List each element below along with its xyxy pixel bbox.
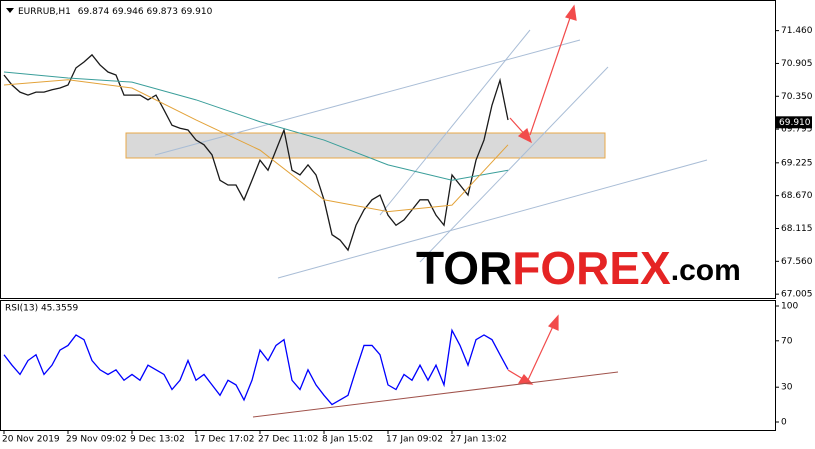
y-tick-label: 100: [781, 302, 798, 312]
y-tick-label: 69.225: [781, 158, 813, 168]
y-tick-label: 69.795: [781, 125, 813, 135]
x-tick-label: 27 Jan 13:02: [450, 435, 507, 445]
last-price-box: [776, 116, 812, 129]
y-tick-label: 67.005: [781, 290, 813, 300]
y-tick-label: 70.905: [781, 59, 813, 69]
y-tick-label: 68.670: [781, 191, 813, 201]
watermark-forex: FOREX: [512, 242, 671, 294]
watermark: TORFOREX.com: [416, 242, 741, 294]
price-panel: [0, 0, 776, 299]
rsi-title: RSI(13) 45.3559: [5, 304, 78, 314]
x-tick-label: 8 Jan 15:02: [322, 435, 373, 445]
moving-average: [3, 79, 509, 213]
rsi-trendline: [252, 371, 619, 418]
x-tick-label: 17 Dec 17:02: [194, 435, 255, 445]
y-tick-label: 71.460: [781, 26, 813, 36]
chart-title: EURRUB,H1 69.874 69.946 69.873 69.910: [18, 7, 213, 17]
data-line: [3, 53, 509, 252]
menu-arrow[interactable]: [6, 8, 14, 13]
y-tick-label: 67.560: [781, 257, 813, 267]
watermark-tor: TOR: [416, 242, 512, 294]
y-tick-label: 70.350: [781, 92, 813, 102]
moving-average: [3, 71, 509, 181]
watermark-com: .com: [671, 254, 741, 287]
x-tick-label: 27 Dec 11:02: [258, 435, 319, 445]
y-tick-label: 70: [781, 336, 793, 346]
y-tick-label: 68.115: [781, 224, 813, 234]
arrows: [507, 4, 577, 385]
support-zone: [125, 132, 606, 159]
x-tick-label: 29 Nov 09:02: [66, 435, 127, 445]
y-tick-label: 30: [781, 383, 793, 393]
x-tick-label: 17 Jan 09:02: [386, 435, 443, 445]
data-line: [3, 328, 509, 406]
x-tick-label: 9 Dec 13:02: [130, 435, 185, 445]
symbol: EURRUB,H1: [18, 7, 71, 17]
y-tick-label: 0: [781, 418, 787, 428]
channel-lines: [154, 29, 708, 279]
x-tick-label: 20 Nov 2019: [2, 435, 60, 445]
last-price-label: 69.910: [779, 118, 811, 128]
ohlc: 69.874 69.946 69.873 69.910: [78, 7, 213, 17]
